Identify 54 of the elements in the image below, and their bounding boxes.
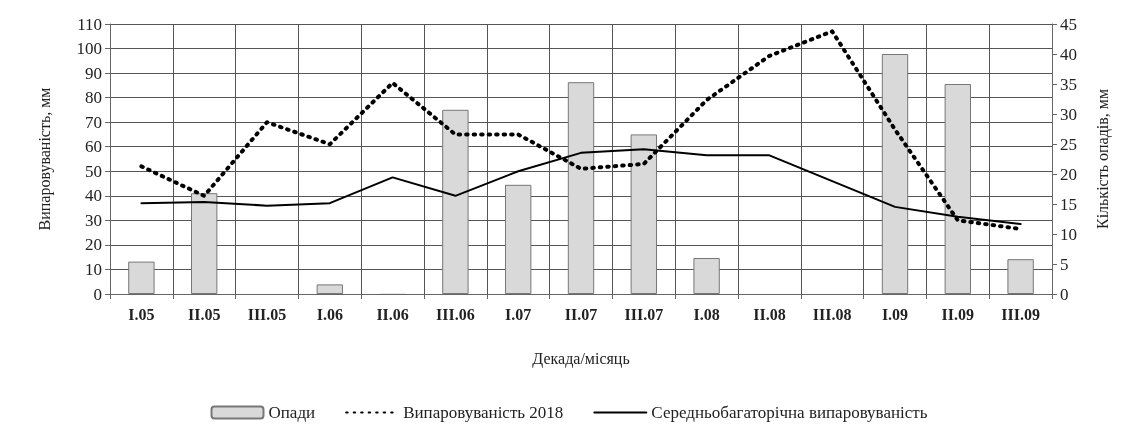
y2-tick-label: 45 xyxy=(1060,14,1077,34)
y-tick-label: 60 xyxy=(85,137,102,157)
y2-tick-label: 15 xyxy=(1060,194,1077,214)
bar xyxy=(1007,259,1034,294)
y-tick-label: 40 xyxy=(85,186,102,206)
y-tick-label: 100 xyxy=(76,39,102,59)
bar xyxy=(881,54,909,294)
y2-axis-title: Кількість опадів, мм xyxy=(1093,88,1112,230)
bar xyxy=(505,184,532,294)
x-tick-label: III.09 xyxy=(1001,305,1040,323)
x-tick-label: II.05 xyxy=(187,305,221,323)
bar xyxy=(442,109,469,294)
y2-tick-label: 10 xyxy=(1060,224,1077,244)
y-tick-label: 80 xyxy=(85,88,102,108)
legend-label: Випаровуваність 2018 xyxy=(403,403,564,422)
y2-tick-label: 25 xyxy=(1060,134,1077,154)
x-tick-label: II.09 xyxy=(941,305,975,323)
bar xyxy=(944,84,971,294)
x-tick-label: II.07 xyxy=(564,305,598,323)
y2-tick-label: 35 xyxy=(1060,74,1077,94)
y-tick-label: 90 xyxy=(85,63,102,83)
bar xyxy=(128,261,155,294)
bar xyxy=(693,258,720,294)
y2-tick-label: 0 xyxy=(1060,284,1069,304)
bar xyxy=(567,82,595,294)
legend-label: Середньобагаторічна випаровуваність xyxy=(651,403,928,422)
y2-tick-label: 20 xyxy=(1060,164,1077,184)
y2-tick-label: 30 xyxy=(1060,104,1077,124)
y2-tick-label: 40 xyxy=(1060,44,1077,64)
y-tick-label: 110 xyxy=(77,14,102,34)
bar xyxy=(630,134,657,294)
y-axis-title: Випаровуваність, мм xyxy=(35,87,54,231)
x-tick-label: III.08 xyxy=(812,305,852,323)
x-tick-label: I.05 xyxy=(128,305,155,323)
y-tick-label: 50 xyxy=(85,161,102,181)
x-tick-label: II.06 xyxy=(376,305,409,323)
bar xyxy=(191,193,218,294)
x-tick-label: I.06 xyxy=(316,305,343,323)
legend-label: Опади xyxy=(268,403,316,422)
y-tick-label: 0 xyxy=(93,284,102,304)
y-tick-label: 10 xyxy=(85,259,102,279)
y-tick-label: 70 xyxy=(85,112,102,132)
x-tick-label: I.08 xyxy=(693,305,720,323)
y-tick-label: 20 xyxy=(85,235,102,255)
x-tick-label: II.08 xyxy=(753,305,786,323)
x-tick-label: I.09 xyxy=(881,305,909,323)
y-tick-label: 30 xyxy=(85,210,102,230)
x-tick-label: III.05 xyxy=(247,305,287,323)
x-axis-title: Декада/місяць xyxy=(532,349,630,368)
x-tick-label: III.07 xyxy=(624,305,664,323)
x-tick-label: III.06 xyxy=(436,305,475,323)
x-tick-label: I.07 xyxy=(505,305,532,323)
bar xyxy=(316,284,343,294)
y2-tick-label: 5 xyxy=(1060,254,1069,274)
